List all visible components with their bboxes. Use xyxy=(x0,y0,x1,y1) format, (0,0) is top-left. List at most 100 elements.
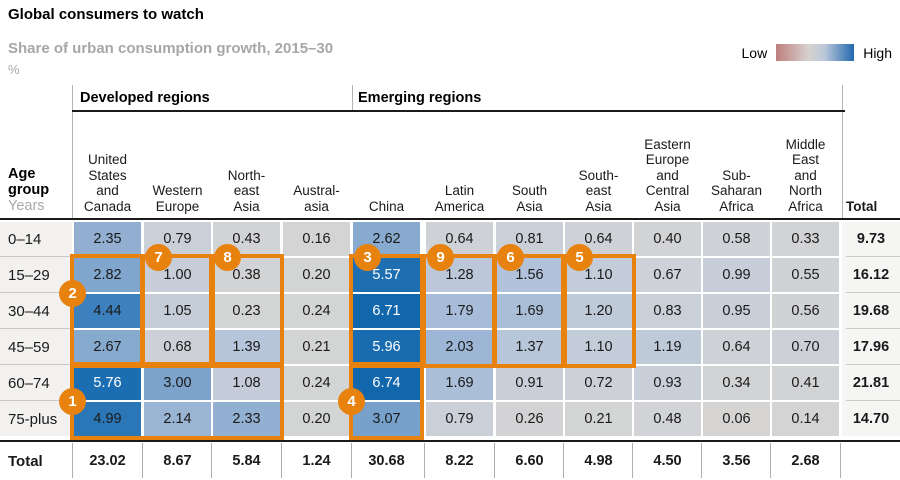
annotation-box xyxy=(140,254,215,368)
heatmap-cell: 0.58 xyxy=(703,222,770,256)
heatmap-cell: 0.72 xyxy=(565,366,632,400)
heatmap-cell: 2.82 xyxy=(74,258,141,292)
totals-row-divider xyxy=(142,443,143,478)
row-label: 0–14 xyxy=(8,230,42,248)
heatmap-cell: 1.10 xyxy=(565,258,632,292)
heatmap-cell: 0.40 xyxy=(634,222,701,256)
heatmap-cell: 0.67 xyxy=(634,258,701,292)
column-header: South- east Asia xyxy=(578,167,619,214)
page-title: Global consumers to watch xyxy=(8,6,204,23)
row-separator xyxy=(846,328,900,329)
heatmap-cell: 0.48 xyxy=(634,402,701,436)
totals-row-cell: 8.22 xyxy=(445,453,474,469)
row-label: 30–44 xyxy=(8,302,50,320)
row-separator xyxy=(0,328,70,329)
annotation-badge-4: 4 xyxy=(338,388,365,415)
annotation-box xyxy=(209,254,284,368)
column-header: Eastern Europe and Central Asia xyxy=(644,136,691,214)
annotation-badge-2: 2 xyxy=(59,280,86,307)
row-total-cell: 9.73 xyxy=(856,231,886,247)
heatmap-cell: 0.79 xyxy=(426,402,493,436)
heatmap-cell: 0.06 xyxy=(703,402,770,436)
heatmap-cell: 1.37 xyxy=(496,330,563,364)
heatmap-cell: 3.07 xyxy=(353,402,420,436)
legend-high-label: High xyxy=(863,44,892,61)
legend-gradient-bar xyxy=(776,44,855,61)
chart-subtitle: Share of urban consumption growth, 2015–… xyxy=(8,40,334,57)
totals-row-cell: 30.68 xyxy=(368,453,405,469)
row-total-cell: 21.81 xyxy=(852,375,890,391)
annotation-box xyxy=(422,254,497,368)
row-separator xyxy=(846,256,900,257)
heatmap-cell: 0.93 xyxy=(634,366,701,400)
column-header: Sub- Saharan Africa xyxy=(710,167,763,214)
row-separator xyxy=(0,292,70,293)
heatmap-cell: 2.62 xyxy=(353,222,420,256)
row-separator xyxy=(846,364,900,365)
heatmap-cell: 0.68 xyxy=(144,330,211,364)
heatmap-cell: 2.03 xyxy=(426,330,493,364)
header-bottom-line xyxy=(0,218,900,220)
totals-row-divider xyxy=(211,443,212,478)
heatmap-cell: 1.69 xyxy=(496,294,563,328)
heatmap-cell: 0.24 xyxy=(283,294,350,328)
heatmap-cell: 0.34 xyxy=(703,366,770,400)
heatmap-cell: 0.21 xyxy=(565,402,632,436)
column-header: Austral- asia xyxy=(293,183,340,214)
column-header: Middle East and North Africa xyxy=(785,136,826,214)
heatmap-cell: 0.14 xyxy=(772,402,839,436)
totals-row-divider xyxy=(424,443,425,478)
heatmap-cell: 0.91 xyxy=(496,366,563,400)
age-group-header: Age group Years xyxy=(8,112,70,215)
annotation-badge-8: 8 xyxy=(214,244,241,271)
heatmap-cell: 2.33 xyxy=(213,402,280,436)
heatmap-cell: 0.16 xyxy=(283,222,350,256)
heatmap-cell: 0.95 xyxy=(703,294,770,328)
heatmap-cell: 2.67 xyxy=(74,330,141,364)
row-total-cell: 16.12 xyxy=(852,267,890,283)
column-header: North- east Asia xyxy=(227,167,266,214)
heatmap-cell: 3.00 xyxy=(144,366,211,400)
header-divider-emerging xyxy=(352,85,353,112)
heatmap-cell: 4.99 xyxy=(74,402,141,436)
column-header: Western Europe xyxy=(152,183,203,214)
annotation-box xyxy=(70,254,145,368)
heatmap-cell: 1.20 xyxy=(565,294,632,328)
annotation-badge-6: 6 xyxy=(497,244,524,271)
age-group-header-label: Age group xyxy=(8,166,50,198)
totals-row-cell: 1.24 xyxy=(302,453,331,469)
heatmap-cell: 2.14 xyxy=(144,402,211,436)
row-separator xyxy=(846,292,900,293)
group-label-developed: Developed regions xyxy=(80,90,210,106)
annotation-badge-1: 1 xyxy=(59,388,86,415)
column-header: United States and Canada xyxy=(83,152,132,214)
annotation-badge-5: 5 xyxy=(566,244,593,271)
heatmap-cell: 1.08 xyxy=(213,366,280,400)
row-separator xyxy=(846,400,900,401)
annotation-box xyxy=(70,362,284,440)
annotation-box xyxy=(561,254,636,368)
heatmap-cell: 2.35 xyxy=(74,222,141,256)
heatmap-cell: 0.56 xyxy=(772,294,839,328)
row-label: 15–29 xyxy=(8,266,50,284)
totals-row-divider xyxy=(563,443,564,478)
total-column-header: Total xyxy=(846,198,878,214)
heatmap-cell: 1.69 xyxy=(426,366,493,400)
heatmap-cell: 0.21 xyxy=(283,330,350,364)
row-separator xyxy=(0,256,70,257)
heatmap-cell: 0.83 xyxy=(634,294,701,328)
heatmap-cell: 6.74 xyxy=(353,366,420,400)
totals-row-cell: 4.98 xyxy=(584,453,613,469)
row-label: 60–74 xyxy=(8,374,50,392)
row-total-cell: 19.68 xyxy=(852,303,890,319)
heatmap-cell: 0.70 xyxy=(772,330,839,364)
totals-row-cell: 5.84 xyxy=(232,453,261,469)
heatmap-cell: 5.96 xyxy=(353,330,420,364)
totals-top-line xyxy=(0,440,900,442)
row-separator xyxy=(0,364,70,365)
heatmap-cell: 0.81 xyxy=(496,222,563,256)
row-label: 75-plus xyxy=(8,410,58,428)
heatmap-cell: 5.76 xyxy=(74,366,141,400)
header-divider-age xyxy=(72,85,73,218)
